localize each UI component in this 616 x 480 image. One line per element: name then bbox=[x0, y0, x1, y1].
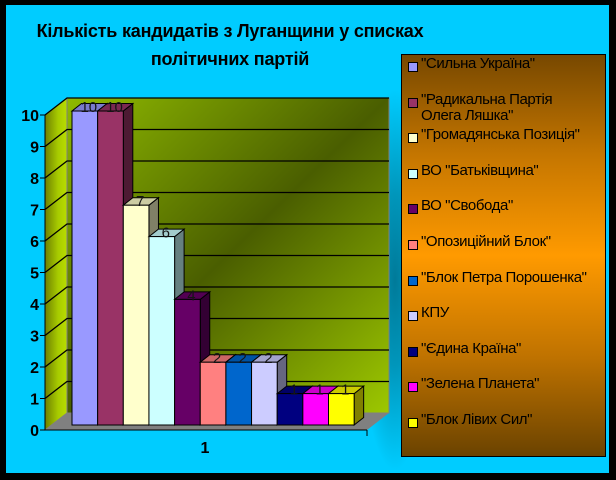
legend-swatch-icon bbox=[408, 62, 418, 72]
y-tick-label: 6 bbox=[30, 234, 39, 251]
y-tick-label: 8 bbox=[30, 171, 39, 188]
legend-swatch-icon bbox=[408, 168, 418, 179]
gridline bbox=[44, 286, 389, 305]
legend-swatch-icon bbox=[408, 417, 418, 428]
legend-item: "Опозиційний Блок" bbox=[402, 232, 605, 273]
legend-item: ВО "Свобода" bbox=[402, 197, 605, 237]
legend-label: "Сильна Україна" bbox=[421, 55, 535, 72]
bar bbox=[327, 385, 366, 427]
legend-item: "Блок Петра Порошенка" bbox=[402, 268, 605, 309]
gridline bbox=[44, 254, 389, 274]
bar-front bbox=[328, 393, 355, 426]
axes: 0 1 2 3 4 5 6 7 8 9 10 1 bbox=[21, 108, 368, 457]
y-tick-label: 4 bbox=[30, 297, 39, 314]
y-tick-label: 0 bbox=[30, 423, 39, 440]
legend-label: "Громадянська Позиція" bbox=[421, 126, 580, 144]
gridline bbox=[44, 128, 389, 148]
legend-swatch-icon bbox=[408, 382, 418, 393]
chart-title: Кількість кандидатів з Луганщини у списк… bbox=[4, 17, 456, 73]
gridline bbox=[44, 191, 389, 211]
bar-front bbox=[276, 393, 304, 426]
y-tick-label: 5 bbox=[30, 266, 39, 283]
bar-front bbox=[199, 361, 227, 426]
data-label: 2 bbox=[213, 350, 221, 367]
chart-legend: "Сильна Україна" "Радикальна Партія Олега… bbox=[401, 54, 606, 457]
legend-item: "Громадянська Позиція" bbox=[402, 126, 605, 166]
y-tick-label: 7 bbox=[30, 203, 39, 220]
gridline bbox=[44, 97, 389, 116]
legend-label: "Опозиційний Блок" bbox=[421, 232, 551, 250]
legend-swatch-icon bbox=[408, 311, 418, 322]
legend-swatch-icon bbox=[408, 133, 418, 144]
legend-label: "Радикальна Партія Олега Ляшка" bbox=[421, 90, 553, 124]
legend-item: "Єдина Країна" bbox=[402, 339, 605, 380]
data-label: 10 bbox=[106, 99, 123, 116]
y-tick-label: 1 bbox=[30, 392, 39, 409]
data-label: 1 bbox=[341, 382, 349, 399]
legend-label: "Блок Лівих Сил" bbox=[421, 410, 533, 428]
legend-item: "Блок Лівих Сил" bbox=[402, 410, 605, 451]
legend-item: ВО "Батьківщина" bbox=[402, 161, 605, 202]
gridlines bbox=[44, 97, 389, 400]
data-label: 2 bbox=[239, 350, 247, 367]
legend-label: "Блок Петра Порошенка" bbox=[421, 268, 587, 286]
legend-label: ВО "Свобода" bbox=[421, 197, 513, 215]
legend-item: КПУ bbox=[402, 304, 605, 344]
legend-label: "Єдина Країна" bbox=[421, 339, 521, 357]
gridline bbox=[44, 223, 389, 242]
data-label: 10 bbox=[80, 99, 97, 116]
bar-front bbox=[122, 204, 150, 426]
gridline bbox=[44, 160, 389, 179]
bar-front bbox=[148, 236, 176, 426]
bar-front bbox=[71, 110, 99, 426]
bar-front bbox=[251, 361, 278, 426]
y-tick-label: 10 bbox=[21, 108, 39, 125]
legend-item: "Зелена Планета" bbox=[402, 375, 605, 415]
legend-label: КПУ bbox=[421, 304, 449, 322]
legend-swatch-icon bbox=[408, 239, 418, 250]
gridline bbox=[44, 349, 389, 368]
chart-title-line-2: політичних партій bbox=[150, 49, 310, 69]
legend-swatch-icon bbox=[408, 275, 418, 286]
bar-front bbox=[97, 110, 124, 426]
data-label: 4 bbox=[187, 287, 195, 304]
legend-item: "Радикальна Партія Олега Ляшка" bbox=[402, 90, 605, 131]
legend-swatch-icon bbox=[408, 346, 418, 357]
x-category-label: 1 bbox=[201, 440, 210, 457]
bar-series bbox=[70, 102, 366, 427]
y-tick-label: 9 bbox=[30, 140, 39, 157]
data-label: 1 bbox=[316, 382, 324, 399]
bar-front bbox=[225, 361, 253, 426]
bar-front bbox=[174, 298, 201, 426]
gridline bbox=[44, 317, 389, 337]
legend-swatch-icon bbox=[408, 97, 418, 108]
legend-label: "Зелена Планета" bbox=[421, 375, 540, 393]
chart-title-line-1: Кількість кандидатів з Луганщини у списк… bbox=[36, 21, 424, 41]
y-tick-label: 3 bbox=[30, 329, 39, 346]
data-label: 7 bbox=[136, 193, 144, 210]
data-label: 1 bbox=[290, 382, 298, 399]
y-tick-label: 2 bbox=[30, 360, 39, 377]
data-label: 6 bbox=[162, 225, 170, 242]
legend-swatch-icon bbox=[408, 204, 418, 215]
legend-label: ВО "Батьківщина" bbox=[421, 161, 539, 179]
data-label: 2 bbox=[264, 350, 272, 367]
legend-item: "Сильна Україна" bbox=[402, 55, 605, 95]
bar bbox=[301, 385, 340, 427]
